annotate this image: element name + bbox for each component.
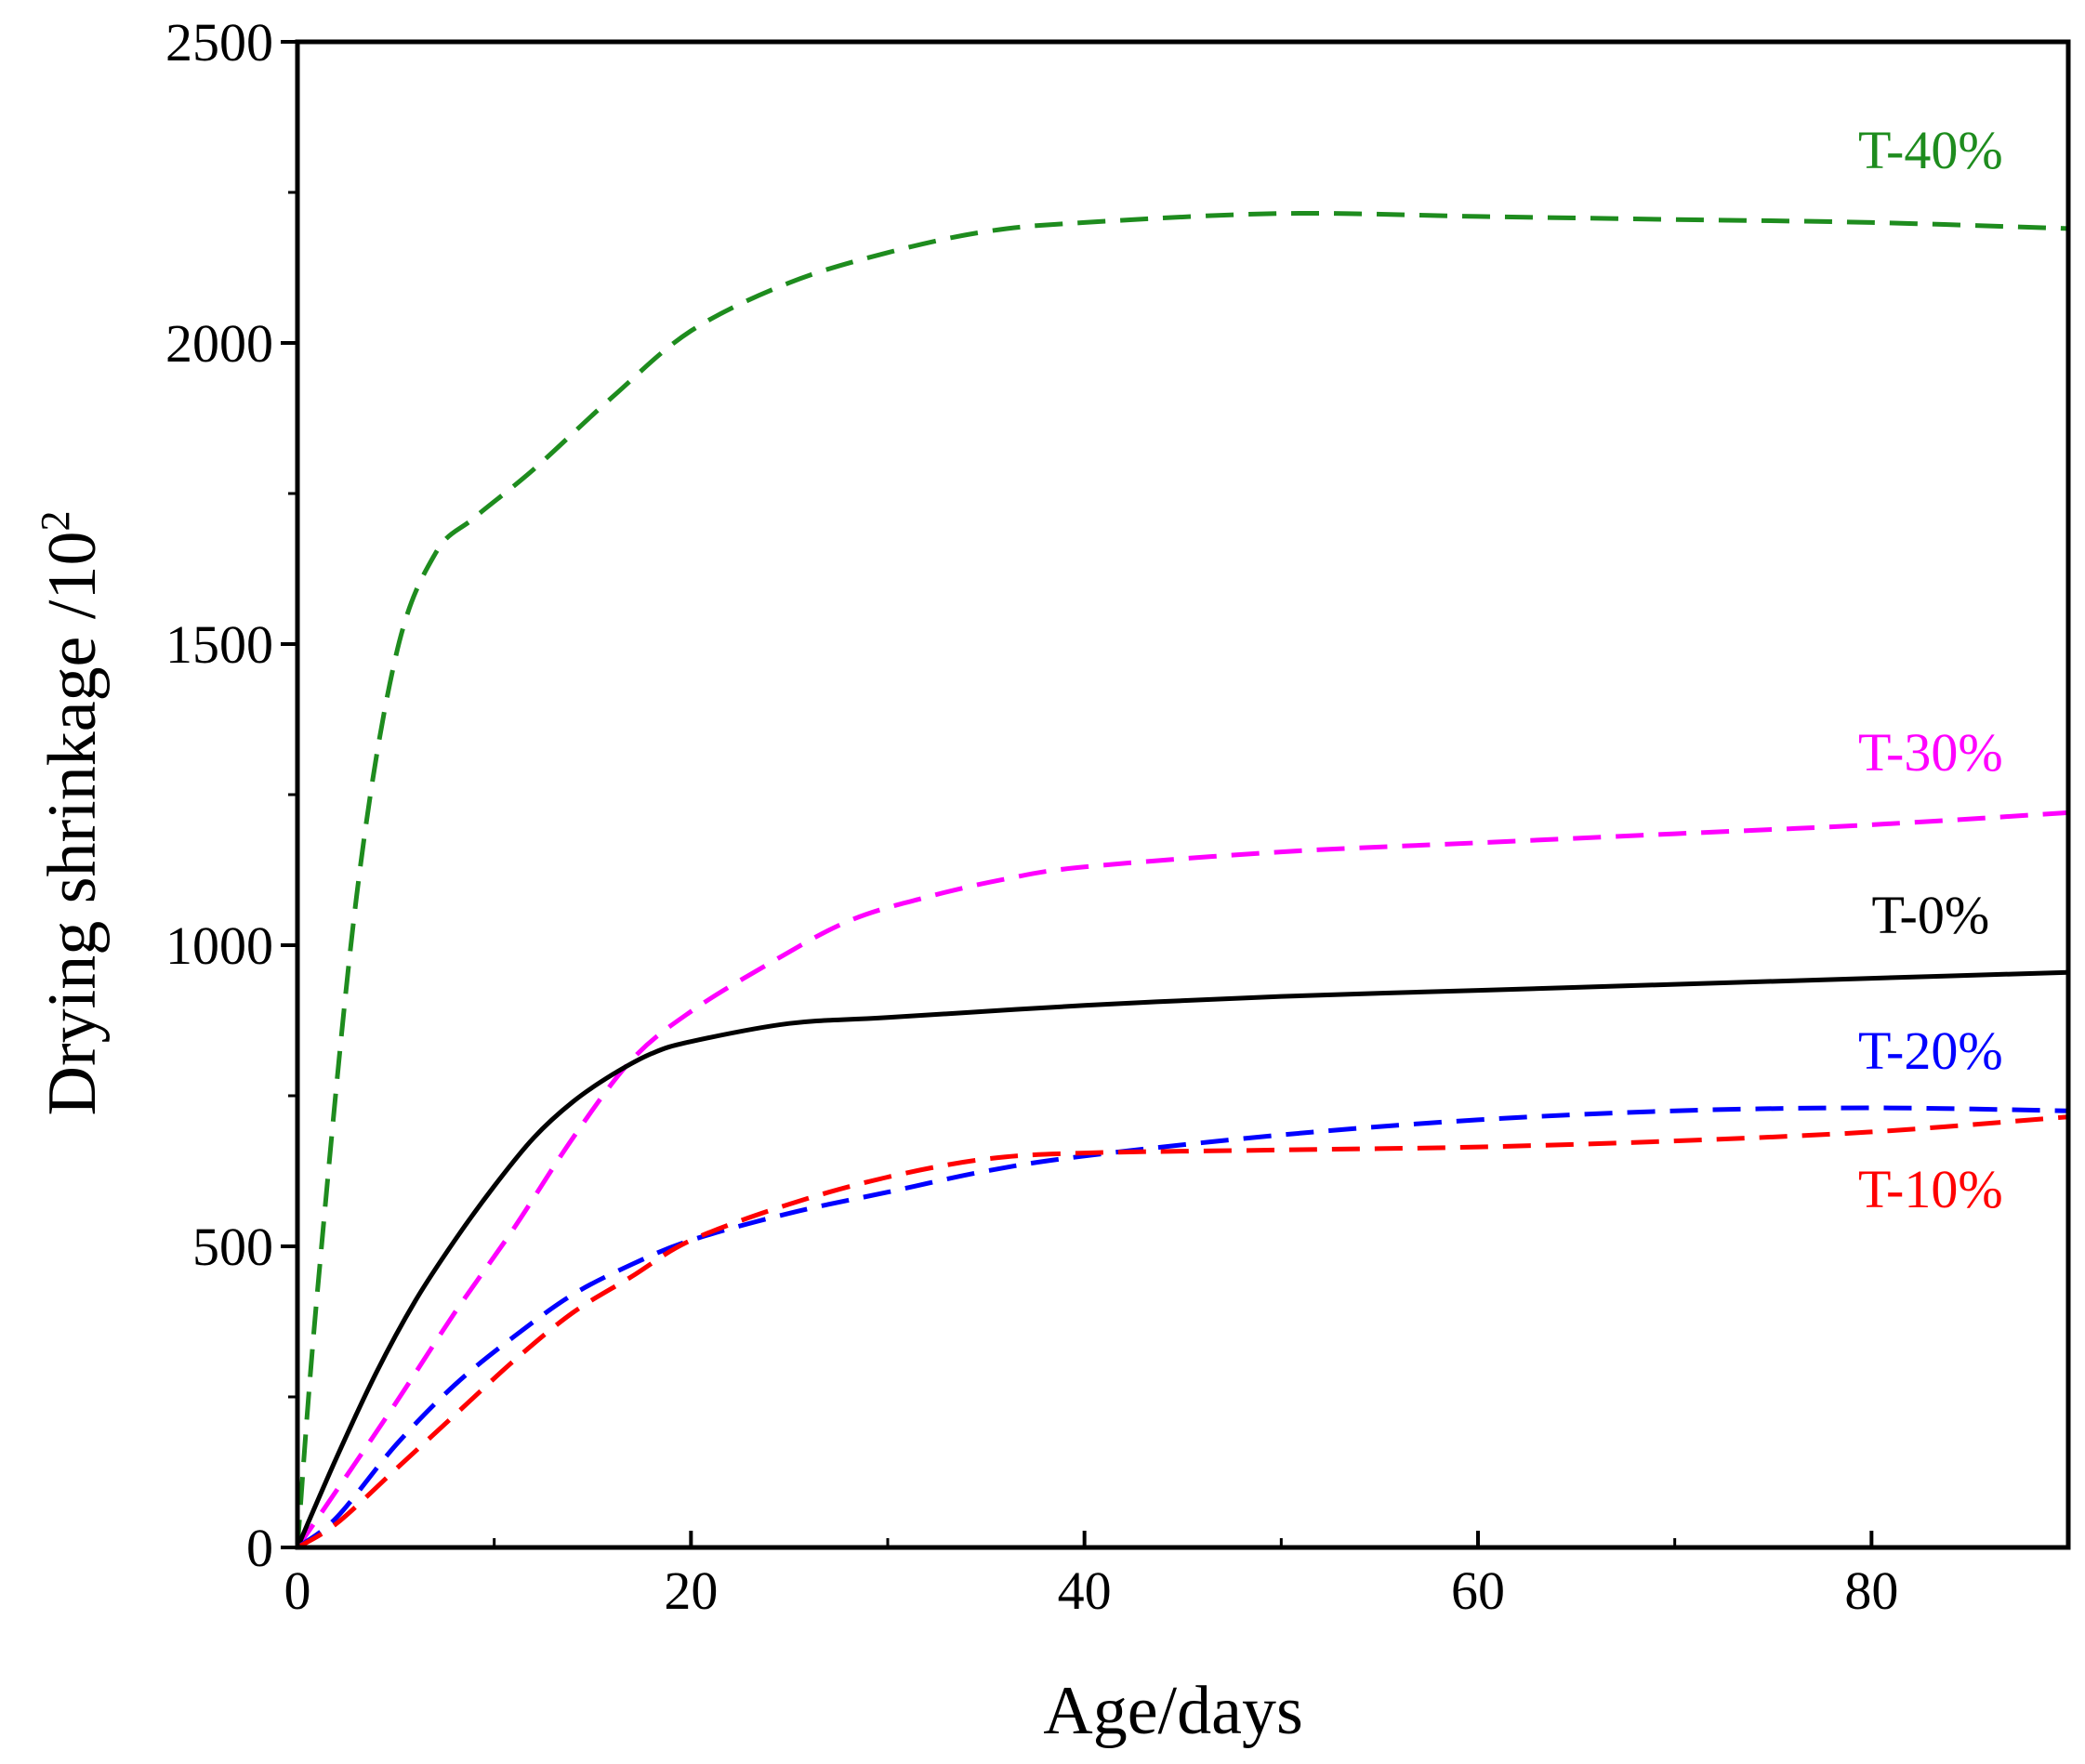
series-label-t-0pct: T-0%: [1871, 885, 1989, 945]
y-tick-label: 2000: [165, 313, 273, 374]
y-axis-title-text: Drying shrinkage /10: [34, 532, 111, 1116]
series-line-t-20pct: [296, 1105, 2069, 1550]
y-tick-label: 0: [246, 1518, 273, 1578]
series-line-t-30pct: [295, 810, 2069, 1549]
y-axis-title-superscript: 2: [33, 511, 78, 532]
labels-layer: 0 20 40 60 80 0 500 1000 1500 2000 2500 T-40% T-30% T…: [165, 12, 2003, 1621]
series-label-t-20pct: T-20%: [1858, 1020, 2003, 1081]
series-label-t-40pct: T-40%: [1858, 120, 2003, 180]
series-layer: [295, 210, 2069, 1550]
x-tick-label: 0: [284, 1560, 311, 1621]
axes-layer: [281, 39, 2071, 1550]
y-axis-title: Drying shrinkage /102: [33, 511, 111, 1116]
x-tick-label: 60: [1451, 1560, 1505, 1621]
series-line-t-40pct: [295, 210, 2069, 1548]
series-label-t-10pct: T-10%: [1858, 1159, 2003, 1219]
series-label-t-30pct: T-30%: [1858, 722, 2003, 783]
y-tick-label: 1500: [165, 614, 273, 675]
x-tick-label: 80: [1844, 1560, 1898, 1621]
series-line-t-0pct: [295, 969, 2069, 1549]
y-tick-label: 2500: [165, 12, 273, 72]
series-line-t-10pct: [296, 1114, 2069, 1550]
y-tick-label: 1000: [165, 915, 273, 976]
y-tick-label: 500: [192, 1217, 273, 1277]
x-tick-label: 20: [664, 1560, 718, 1621]
x-axis-title: Age/days: [1043, 1673, 1303, 1749]
x-tick-label: 40: [1058, 1560, 1112, 1621]
